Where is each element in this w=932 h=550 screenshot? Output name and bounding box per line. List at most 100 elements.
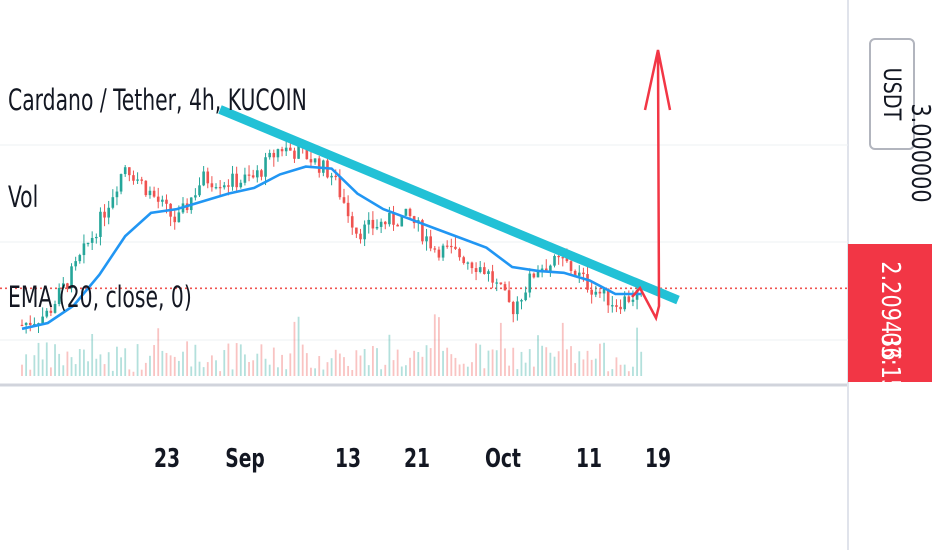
candle-body	[123, 167, 127, 175]
volume-bar	[264, 358, 267, 376]
volume-bar	[388, 334, 391, 376]
candle-body	[450, 245, 453, 248]
volume-bar	[553, 356, 556, 376]
candle-body	[371, 219, 375, 229]
volume-bar	[392, 360, 395, 376]
candle-body	[45, 310, 49, 317]
volume-bar	[144, 362, 147, 376]
volume-bar	[70, 357, 73, 376]
volume-bar	[87, 361, 89, 376]
breakout-arrow[interactable]	[631, 49, 672, 322]
ema-legend[interactable]: EMA (20, close, 0)	[8, 280, 192, 314]
candle-body	[602, 288, 606, 294]
candle-body	[441, 245, 445, 258]
volume-bar	[285, 369, 288, 376]
volume-bar	[297, 316, 300, 376]
volume-bar	[231, 369, 234, 376]
countdown-label: 03:15:14	[875, 332, 905, 426]
candle-body	[235, 173, 238, 188]
volume-bar	[165, 352, 168, 376]
candle-body	[400, 215, 404, 227]
volume-bar	[182, 351, 184, 376]
candle-body	[383, 221, 387, 225]
candle-body	[350, 216, 354, 228]
volume-bar	[454, 357, 457, 376]
volume-bar	[103, 364, 106, 376]
descending-trendline[interactable]	[218, 105, 680, 305]
volume-bar	[590, 359, 593, 376]
volume-bar	[462, 363, 465, 376]
candle-body	[66, 283, 69, 289]
candle-body	[194, 195, 197, 198]
volume-bar	[177, 360, 180, 376]
volume-bar	[425, 345, 428, 376]
candle-body	[458, 248, 461, 258]
volume-bar	[549, 352, 552, 376]
volume-bar	[256, 353, 259, 376]
candle-body	[623, 296, 626, 310]
candle-body	[338, 176, 342, 198]
candle-body	[78, 255, 82, 262]
candle-body	[251, 175, 255, 178]
volume-legend[interactable]: Vol	[8, 180, 39, 214]
currency-button[interactable]: USDT	[869, 38, 915, 150]
volume-bar	[446, 347, 449, 376]
candle-body	[82, 243, 86, 256]
volume-bar	[582, 359, 585, 376]
candle-body	[544, 268, 548, 272]
volume-bar	[380, 369, 383, 376]
candle-body	[437, 249, 441, 258]
candle-body	[322, 160, 325, 173]
candle-body	[392, 212, 395, 225]
candle-body	[569, 261, 573, 271]
volume-bar	[640, 351, 643, 376]
candle-body	[520, 300, 523, 302]
volume-bar	[347, 365, 350, 376]
candle-body	[598, 291, 602, 294]
symbol-title[interactable]: Cardano / Tether, 4h, KUCOIN	[8, 83, 307, 117]
volume-bar	[607, 371, 610, 376]
candle-body	[132, 175, 135, 181]
volume-bar	[466, 366, 469, 376]
candle-body	[425, 236, 428, 242]
candle-body	[276, 149, 280, 158]
volume-bar	[293, 321, 296, 376]
volume-bars	[21, 314, 643, 376]
candle-body	[615, 305, 618, 307]
volume-bar	[384, 364, 387, 376]
candle-body	[297, 146, 300, 159]
volume-bar	[479, 344, 482, 376]
candle-body	[165, 199, 168, 204]
currency-label: USDT	[878, 67, 906, 121]
candle-body	[152, 190, 156, 197]
candle-body	[255, 170, 259, 178]
volume-bar	[74, 364, 77, 376]
volume-bar	[244, 354, 246, 376]
volume-bar	[62, 365, 65, 376]
candle-body	[565, 257, 569, 262]
candle-body	[553, 255, 556, 266]
volume-bar	[520, 351, 523, 376]
volume-bar	[95, 358, 98, 376]
volume-bar	[173, 356, 176, 376]
candle-body	[478, 267, 482, 272]
volume-bar	[421, 356, 424, 376]
candle-body	[355, 227, 358, 234]
volume-bar	[632, 366, 634, 376]
candle-body	[404, 208, 408, 216]
volume-bar	[400, 366, 403, 376]
volume-bar	[442, 350, 444, 376]
candle-body	[202, 171, 205, 186]
candle-body	[148, 190, 152, 196]
candle-body	[532, 273, 536, 278]
candle-body	[156, 196, 160, 202]
volume-bar	[396, 349, 399, 376]
candle-body	[198, 185, 201, 196]
ema-line	[21, 165, 642, 331]
volume-bar	[301, 344, 304, 376]
candle-body	[284, 147, 288, 152]
volume-bar	[149, 355, 151, 376]
volume-bar	[78, 349, 81, 376]
